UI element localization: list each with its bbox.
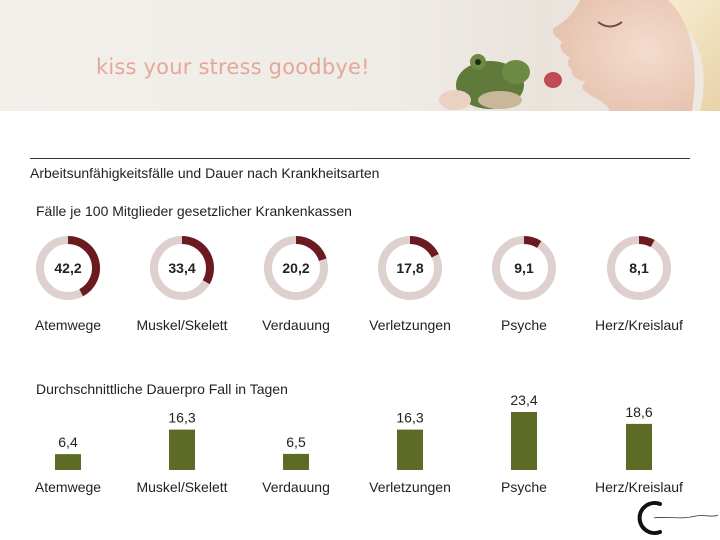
donut-muskel-skelett: 33,4 [150, 236, 214, 300]
donut-value-arc [638, 236, 655, 248]
bar-category-label: Herz/Kreislauf [595, 479, 683, 495]
donut-data-label: 20,2 [282, 260, 309, 276]
donut-category-label: Verletzungen [369, 317, 451, 333]
bar-verdauung [283, 453, 309, 470]
bar-data-label: 23,4 [510, 392, 537, 408]
bar-category-label: Atemwege [34, 479, 102, 495]
bar-category-label: Verdauung [262, 479, 330, 495]
donut-value-arc [409, 236, 439, 258]
donut-data-label: 42,2 [54, 260, 81, 276]
bar-data-label: 16,3 [396, 410, 423, 426]
bar-section-title: Durchschnittliche Dauerpro Fall in Tagen [36, 381, 288, 397]
donut-section-title: Fälle je 100 Mitglieder gesetzlicher Kra… [36, 203, 352, 219]
donut-category-label: Psyche [501, 317, 547, 333]
donut-category-label: Muskel/Skelett [136, 317, 228, 333]
bar-psyche [511, 412, 537, 470]
donut-verdauung: 20,2 [264, 236, 328, 300]
bar-category-label: Verletzungen [369, 479, 451, 495]
donut-value-arc [523, 236, 542, 248]
donut-verletzungen: 17,8 [378, 236, 442, 300]
chart-title: Arbeitsunfähigkeitsfälle und Dauer nach … [30, 165, 380, 181]
donut-data-label: 9,1 [514, 260, 534, 276]
header-banner: kiss your stress goodbye! [0, 0, 720, 111]
donut-category-label: Verdauung [262, 317, 330, 333]
company-logo [637, 501, 719, 535]
donut-data-label: 8,1 [629, 260, 649, 276]
donut-atemwege: 42,2 [36, 236, 100, 300]
bar-verletzungen [397, 429, 423, 470]
donut-herz-kreislauf: 8,1 [607, 236, 671, 300]
title-divider [30, 158, 690, 159]
donut-category-label: Atemwege [34, 317, 102, 333]
banner-slogan: kiss your stress goodbye! [96, 55, 370, 79]
bar-category-label: Muskel/Skelett [136, 479, 228, 495]
donut-category-label: Herz/Kreislauf [595, 317, 683, 333]
bar-category-label: Psyche [501, 479, 547, 495]
bar-herz-kreislauf [626, 423, 652, 470]
donut-data-label: 33,4 [168, 260, 195, 276]
kiss-photo-illustration [439, 0, 720, 111]
donut-data-label: 17,8 [396, 260, 423, 276]
bar-atemwege [55, 454, 81, 470]
donut-value-arc [67, 236, 100, 297]
bar-data-label: 6,5 [286, 434, 306, 450]
donut-psyche: 9,1 [492, 236, 556, 300]
bar-data-label: 16,3 [168, 410, 195, 426]
bar-data-label: 18,6 [625, 404, 652, 420]
bar-data-label: 6,4 [58, 434, 78, 450]
donut-value-arc [295, 236, 327, 262]
donut-value-arc [181, 236, 214, 285]
bar-muskel-skelett [169, 429, 195, 470]
